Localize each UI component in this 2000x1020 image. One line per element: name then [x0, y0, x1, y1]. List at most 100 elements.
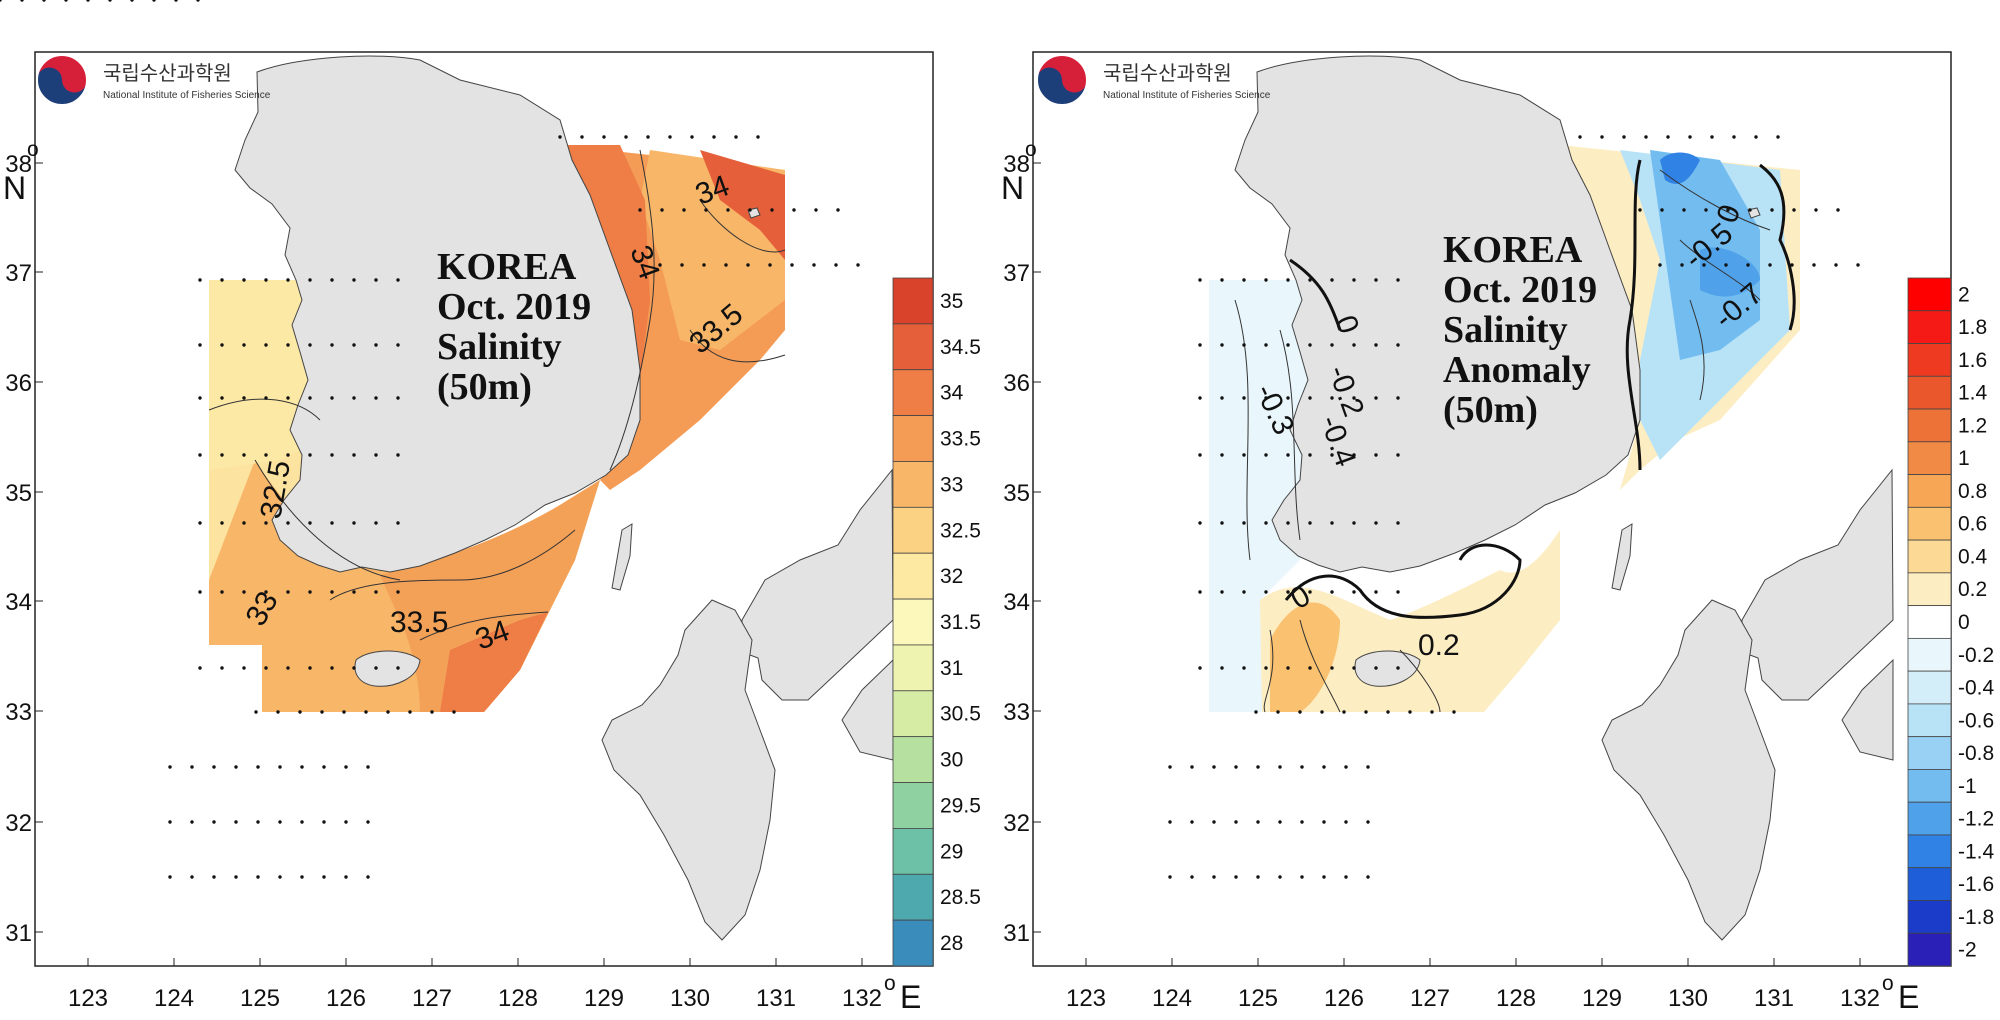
colorbar-swatch: [1907, 605, 1952, 639]
colorbar-label: -0.4: [1958, 677, 1995, 700]
colorbar-label: 28.5: [940, 886, 981, 909]
svg-text:KOREA: KOREA: [437, 246, 577, 288]
x-tick-label: 129: [1582, 985, 1622, 1012]
y-unit-label: N: [1001, 170, 1024, 206]
y-tick-label: 32: [1003, 810, 1030, 837]
x-tick-label: 132: [1840, 985, 1880, 1012]
colorbar-swatch: [1907, 932, 1952, 967]
colorbar-swatch: [892, 690, 934, 738]
y-tick-label: 31: [1003, 920, 1030, 947]
colorbar-label: 0.6: [1958, 513, 1987, 536]
x-unit-label: E: [1898, 979, 1919, 1015]
colorbar-swatch: [1907, 801, 1952, 836]
colorbar-label: 2: [1958, 283, 1970, 306]
colorbar-swatch: [1907, 310, 1952, 344]
colorbar-swatch: [1907, 867, 1952, 901]
colorbar-swatch: [1907, 506, 1952, 541]
colorbar-swatch: [1907, 834, 1952, 869]
y-tick-label: 38: [1003, 151, 1030, 178]
y-tick-label: 31: [5, 920, 32, 947]
colorbar-swatch: [1907, 769, 1952, 803]
colorbar-label: 29: [940, 840, 963, 863]
svg-text:(50m): (50m): [1443, 389, 1538, 431]
x-tick-label: 131: [756, 985, 796, 1012]
colorbar-label: 1.8: [1958, 316, 1987, 339]
colorbar-label: -2: [1958, 939, 1977, 962]
x-tick-label: 129: [584, 985, 624, 1012]
colorbar-label: 35: [940, 290, 963, 313]
y-tick-label: 35: [5, 480, 32, 507]
colorbar-swatch: [892, 736, 934, 783]
colorbar-swatch: [892, 415, 934, 462]
x-tick-label: 130: [670, 985, 710, 1012]
colorbar-swatch: [1907, 670, 1952, 705]
colorbar-swatch: [892, 598, 934, 646]
x-tick-label: 132: [842, 985, 882, 1012]
svg-text:Anomaly: Anomaly: [1443, 349, 1591, 391]
y-axis: 38 37 36 35 34 33 32 31 oN: [1001, 138, 1041, 947]
colorbar-label: -0.2: [1958, 644, 1994, 667]
degree-symbol: o: [1025, 138, 1037, 161]
colorbar-label: 1.4: [1958, 382, 1988, 405]
x-tick-label: 127: [1410, 985, 1450, 1012]
svg-text:Oct. 2019: Oct. 2019: [437, 286, 591, 328]
svg-text:국립수산과학원: 국립수산과학원: [1103, 61, 1232, 85]
colorbar-swatch: [892, 873, 934, 921]
colorbar-swatch: [892, 828, 934, 875]
degree-symbol: o: [27, 138, 39, 161]
colorbar-label: 33.5: [940, 428, 981, 451]
colorbar-label: 0.2: [1958, 578, 1987, 601]
y-tick-label: 33: [1003, 699, 1030, 726]
x-tick-label: 124: [1152, 985, 1192, 1012]
colorbar-label: 28: [940, 932, 963, 955]
y-tick-label: 33: [5, 699, 32, 726]
x-tick-label: 128: [498, 985, 538, 1012]
colorbar-swatch: [892, 323, 934, 371]
colorbar-label: 0.8: [1958, 480, 1987, 503]
colorbar-swatch: [892, 782, 934, 829]
y-tick-label: 36: [5, 370, 32, 397]
colorbar-label: -0.6: [1958, 709, 1994, 732]
x-tick-label: 130: [1668, 985, 1708, 1012]
colorbar-label: 34.5: [940, 336, 981, 359]
colorbar-swatch: [1907, 572, 1952, 607]
y-tick-label: 34: [5, 589, 32, 616]
colorbar-label: 34: [940, 382, 964, 405]
colorbar-label: 1: [1958, 447, 1970, 470]
colorbar-label: 31: [940, 657, 963, 680]
salinity-panel: 34 34 33.5 32.5 33 33.5 34 KOREA Oct. 20…: [0, 0, 981, 1015]
degree-symbol: o: [1882, 972, 1894, 995]
x-tick-label: 126: [326, 985, 366, 1012]
colorbar-label: 30.5: [940, 703, 981, 726]
colorbar-swatch: [1907, 736, 1952, 770]
y-tick-label: 38: [5, 151, 32, 178]
y-tick-label: 37: [1003, 260, 1030, 287]
svg-text:KOREA: KOREA: [1443, 229, 1583, 271]
svg-text:Salinity: Salinity: [437, 326, 562, 368]
colorbar-swatch: [1907, 900, 1952, 934]
x-tick-label: 127: [412, 985, 452, 1012]
colorbar-label: 33: [940, 473, 963, 496]
colorbar-label: 30: [940, 749, 963, 772]
colorbar-label: 32.5: [940, 519, 981, 542]
colorbar-label: 1.6: [1958, 349, 1987, 372]
colorbar-swatch: [1907, 703, 1952, 738]
colorbar-swatch: [1907, 539, 1952, 574]
colorbar-label: 0.4: [1958, 545, 1988, 568]
y-axis: 38 37 36 35 34 33 32 31 oN: [3, 138, 43, 947]
colorbar-swatch: [1907, 408, 1952, 443]
colorbar-swatch: [1907, 474, 1952, 508]
colorbar-swatch: [892, 461, 934, 508]
svg-text:국립수산과학원: 국립수산과학원: [103, 61, 232, 85]
map-title: KOREA Oct. 2019 Salinity (50m): [437, 246, 591, 408]
x-tick-label: 123: [68, 985, 108, 1012]
x-tick-label: 125: [240, 985, 280, 1012]
colorbar-swatch: [1907, 637, 1952, 672]
nifs-logo: 국립수산과학원 National Institute of Fisheries …: [1036, 54, 1271, 106]
colorbar-salinity: 35 34.5 34 33.5 33 32.5 32 31.5 31 30.5 30 29.5 29 28…: [892, 277, 981, 967]
x-tick-label: 125: [1238, 985, 1278, 1012]
y-tick-label: 35: [1003, 480, 1030, 507]
colorbar-swatch: [892, 644, 934, 692]
